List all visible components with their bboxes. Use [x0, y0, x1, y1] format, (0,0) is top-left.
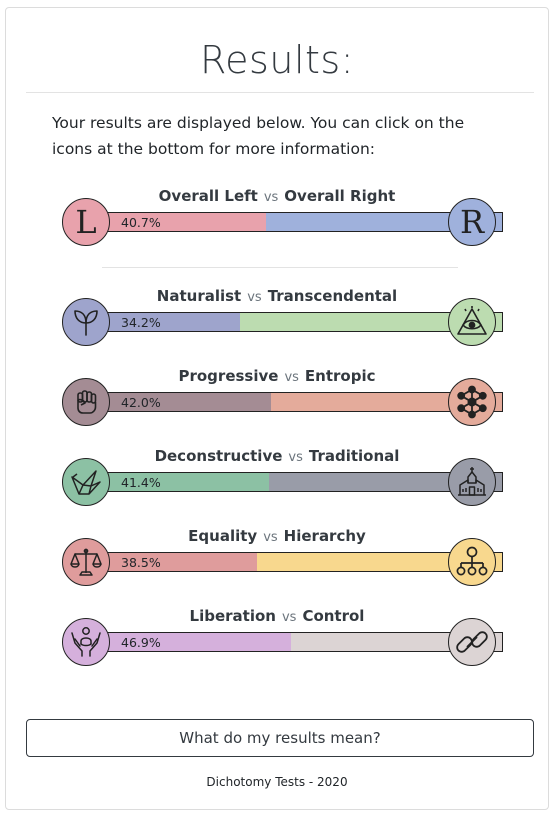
axis-vs-label: vs [263, 190, 279, 205]
axis-vs-label: vs [284, 370, 299, 385]
axis-vs-label: vs [288, 450, 303, 465]
footer-text: Dichotomy Tests - 2020 [206, 775, 348, 789]
raised-hands-icon[interactable] [62, 618, 110, 666]
page-title: Results: [199, 38, 354, 82]
results-meaning-button[interactable]: What do my results mean? [26, 719, 534, 757]
eye-pyramid-icon[interactable] [448, 298, 496, 346]
axis-right-label: Traditional [308, 447, 400, 465]
church-icon[interactable] [448, 458, 496, 506]
axis-left-label: Progressive [178, 367, 279, 385]
axis-bar-left-segment: 34.2% [104, 313, 241, 331]
axis-bar-left-segment: 41.4% [104, 473, 269, 491]
left-percentage: 40.7% [121, 215, 161, 230]
axis-title: Equality vs Hierarchy [6, 527, 548, 545]
axis-bar-left-segment: 38.5% [104, 553, 258, 571]
bird-icon[interactable] [62, 458, 110, 506]
axis-right-label: Hierarchy [283, 527, 366, 545]
axis-title: Overall Left vs Overall Right [6, 187, 548, 205]
axis-left-label: Deconstructive [154, 447, 283, 465]
results-card: Results: Your results are displayed belo… [5, 7, 549, 810]
axis-bar: 34.2%65.8% [103, 312, 503, 332]
axis-title: Progressive vs Entropic [6, 367, 548, 385]
left-percentage: 38.5% [121, 555, 161, 570]
axis-bar: 42.0%58.0% [103, 392, 503, 412]
axis-left-label: Overall Left [158, 187, 258, 205]
axis-title: Liberation vs Control [6, 607, 548, 625]
axis-right-label: Control [302, 607, 365, 625]
chain-icon[interactable] [448, 618, 496, 666]
axis-right-label: Transcendental [267, 287, 398, 305]
axis-right-label: Entropic [304, 367, 376, 385]
fist-icon[interactable] [62, 378, 110, 426]
axis-left-label: Equality [188, 527, 258, 545]
axis-vs-label: vs [247, 290, 262, 305]
axis-bar-left-segment: 42.0% [104, 393, 272, 411]
title-divider [26, 92, 534, 93]
hierarchy-icon[interactable] [448, 538, 496, 586]
molecule-icon[interactable] [448, 378, 496, 426]
axis-bar-left-segment: 40.7% [104, 213, 266, 231]
icon-glyph: L [75, 203, 97, 241]
axis-vs-label: vs [263, 530, 278, 545]
letter-r-icon[interactable]: R [448, 198, 496, 246]
letter-l-icon[interactable]: L [62, 198, 110, 246]
axis-right-label: Overall Right [284, 187, 396, 205]
left-percentage: 42.0% [121, 395, 161, 410]
axis-vs-label: vs [281, 610, 297, 625]
left-percentage: 34.2% [121, 315, 161, 330]
left-percentage: 46.9% [121, 635, 161, 650]
axis-bar: 40.7%59.3% [103, 212, 503, 232]
axis-left-label: Naturalist [156, 287, 242, 305]
overall-divider [102, 267, 458, 268]
left-percentage: 41.4% [121, 475, 161, 490]
scales-icon[interactable] [62, 538, 110, 586]
leaf-icon[interactable] [62, 298, 110, 346]
axis-bar: 38.5%61.5% [103, 552, 503, 572]
axis-bar: 41.4%58.6% [103, 472, 503, 492]
axis-title: Deconstructive vs Traditional [6, 447, 548, 465]
axis-left-label: Liberation [189, 607, 276, 625]
axis-bar: 46.9%53.1% [103, 632, 503, 652]
axis-bar-left-segment: 46.9% [104, 633, 291, 651]
axis-title: Naturalist vs Transcendental [6, 287, 548, 305]
intro-text: Your results are displayed below. You ca… [52, 114, 465, 158]
icon-glyph: R [459, 203, 485, 241]
